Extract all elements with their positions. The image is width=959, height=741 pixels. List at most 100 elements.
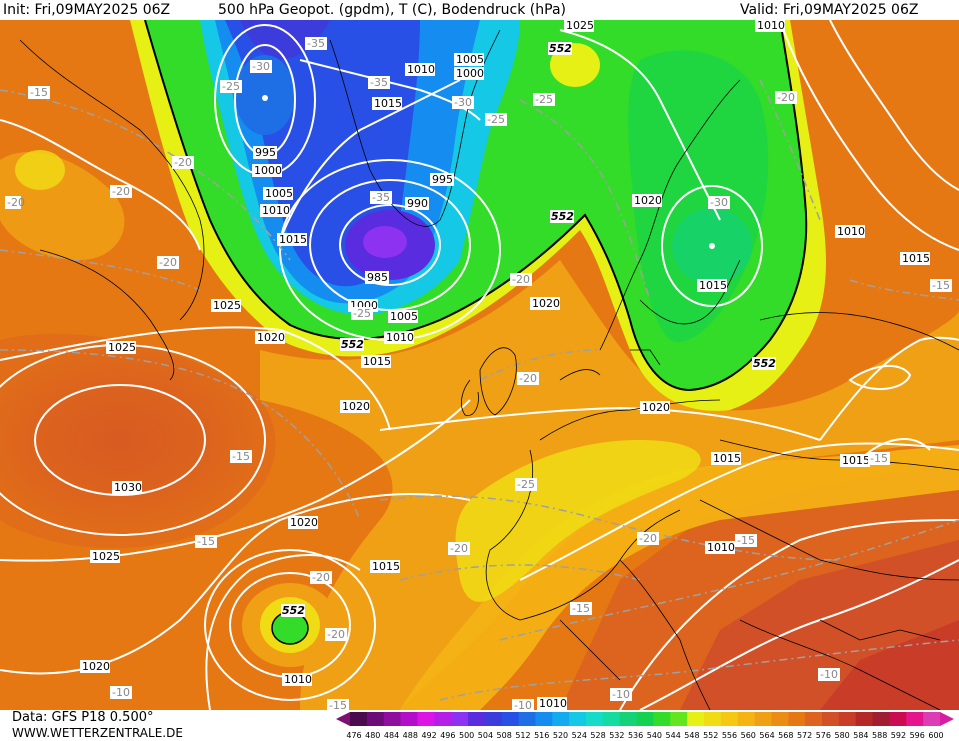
svg-text:1015: 1015 <box>372 560 400 573</box>
pressure-label: 1010 <box>835 225 865 238</box>
hot-core-southeast <box>820 620 959 710</box>
pressure-label: 1015 <box>711 452 741 465</box>
pressure-label: 1000 <box>454 67 484 80</box>
svg-text:-10: -10 <box>514 699 532 710</box>
pressure-label: 1015 <box>840 454 870 467</box>
colorbar-swatch <box>872 712 890 726</box>
temperature-label: -15 <box>570 602 592 615</box>
pressure-label: 1020 <box>340 400 370 413</box>
pressure-label: 1020 <box>530 297 560 310</box>
colorbar-swatch <box>552 712 570 726</box>
svg-text:1015: 1015 <box>279 233 307 246</box>
colorbar-swatch <box>484 712 503 726</box>
svg-text:-30: -30 <box>454 96 472 109</box>
svg-text:1030: 1030 <box>114 481 142 494</box>
colorbar-swatch <box>619 712 638 726</box>
temperature-label: -20 <box>5 196 25 209</box>
temperature-label: -35 <box>368 76 390 89</box>
svg-text:-30: -30 <box>252 60 270 73</box>
pressure-label: 1010 <box>537 697 567 710</box>
svg-text:1020: 1020 <box>290 516 318 529</box>
svg-text:552: 552 <box>282 604 305 617</box>
temperature-label: -20 <box>775 91 797 104</box>
colorbar-label: 480 <box>365 731 380 740</box>
svg-text:-15: -15 <box>232 450 250 463</box>
colorbar-label: 588 <box>872 731 887 740</box>
colorbar-label: 528 <box>590 731 605 740</box>
colorbar-swatch <box>822 712 840 726</box>
svg-text:-10: -10 <box>612 688 630 701</box>
colorbar-label: 560 <box>741 731 756 740</box>
svg-text:1015: 1015 <box>699 279 727 292</box>
colorbar-swatch <box>434 712 452 726</box>
svg-text:985: 985 <box>367 271 388 284</box>
svg-text:-25: -25 <box>535 93 553 106</box>
colorbar-label: 496 <box>440 731 455 740</box>
colorbar-label: 564 <box>759 731 774 740</box>
weather-map: 1025 1010 1010 1005 1000 1015 995 1000 9… <box>0 20 959 710</box>
svg-text:-20: -20 <box>512 273 530 286</box>
pressure-label: 1010 <box>260 204 290 217</box>
svg-text:-10: -10 <box>820 668 838 681</box>
svg-text:1000: 1000 <box>254 164 282 177</box>
svg-text:-15: -15 <box>329 699 347 710</box>
svg-text:1025: 1025 <box>108 341 136 354</box>
colorbar-swatch <box>771 712 789 726</box>
svg-text:-20: -20 <box>159 256 177 269</box>
svg-text:-25: -25 <box>353 307 371 320</box>
colorbar-swatch <box>687 712 705 726</box>
trough-north-core <box>240 20 330 60</box>
svg-text:1010: 1010 <box>262 204 290 217</box>
temperature-label: -30 <box>250 60 272 73</box>
svg-text:-20: -20 <box>327 628 345 641</box>
temperature-label: -20 <box>517 372 539 385</box>
temperature-label: -15 <box>28 86 50 99</box>
svg-text:1010: 1010 <box>837 225 865 238</box>
colorbar-label: 584 <box>853 731 868 740</box>
init-time: Init: Fri,09MAY2025 06Z <box>3 2 171 18</box>
pressure-label: 1025 <box>564 20 594 32</box>
pressure-label: 1005 <box>388 310 418 323</box>
colorbar-swatch <box>737 712 756 726</box>
geopotential-label: 552 <box>281 604 305 617</box>
chart-title: 500 hPa Geopot. (gpdm), T (C), Bodendruc… <box>218 2 566 18</box>
colorbar-swatch <box>636 712 654 726</box>
temperature-label: -20 <box>110 185 132 198</box>
colorbar-swatch <box>586 712 604 726</box>
svg-text:1000: 1000 <box>456 67 484 80</box>
colorbar-label: 592 <box>891 731 906 740</box>
pressure-label: 1015 <box>900 252 930 265</box>
temperature-label: -25 <box>485 113 507 126</box>
pressure-label: 1025 <box>211 299 241 312</box>
temperature-label: -25 <box>220 80 242 93</box>
svg-text:1025: 1025 <box>213 299 241 312</box>
pressure-label: 985 <box>365 271 389 284</box>
colorbar-label: 508 <box>497 731 512 740</box>
colorbar-label: 504 <box>478 731 493 740</box>
temperature-label: -25 <box>533 93 555 106</box>
colorbar-swatch <box>468 712 486 726</box>
colorbar-label: 516 <box>534 731 549 740</box>
colorbar-label: 488 <box>403 731 418 740</box>
data-source: Data: GFS P18 0.500° <box>12 710 154 725</box>
pressure-label: 1005 <box>454 53 484 66</box>
colorbar-label: 520 <box>553 731 568 740</box>
colorbar-label: 492 <box>421 731 436 740</box>
svg-text:552: 552 <box>341 338 364 351</box>
svg-text:-15: -15 <box>870 452 888 465</box>
colorbar-swatch <box>569 712 587 726</box>
temperature-label: -15 <box>735 534 757 547</box>
svg-text:1015: 1015 <box>374 97 402 110</box>
colorbar-arrow-low <box>336 712 350 726</box>
svg-text:1010: 1010 <box>386 331 414 344</box>
pressure-label: 1010 <box>705 541 735 554</box>
temperature-label: -25 <box>515 478 537 491</box>
pressure-labels: 1025 1010 1010 1005 1000 1015 995 1000 9… <box>80 20 930 710</box>
pressure-label: 1010 <box>384 331 414 344</box>
svg-text:-20: -20 <box>450 542 468 555</box>
colorbar-swatch <box>501 712 520 726</box>
svg-text:1020: 1020 <box>532 297 560 310</box>
svg-text:1010: 1010 <box>757 20 785 32</box>
colorbar-label: 544 <box>666 731 681 740</box>
low-core-inner <box>363 226 407 258</box>
